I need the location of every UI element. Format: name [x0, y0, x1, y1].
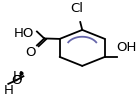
Text: H: H — [3, 84, 13, 97]
Text: Cl: Cl — [70, 2, 83, 15]
Text: H: H — [13, 70, 22, 83]
Text: O: O — [11, 74, 22, 87]
Text: HO: HO — [14, 27, 34, 40]
Text: OH: OH — [116, 41, 137, 54]
Text: O: O — [26, 46, 36, 59]
